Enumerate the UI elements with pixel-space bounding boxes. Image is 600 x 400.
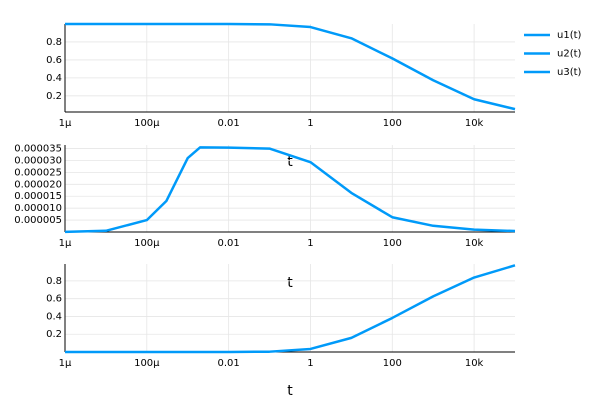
legend-label: u2(t) xyxy=(557,49,582,60)
x-tick-label: 1 xyxy=(307,118,313,129)
y-tick-label: 0.000010 xyxy=(14,203,62,214)
legend-label: u1(t) xyxy=(557,30,582,41)
x-tick-label: 10k xyxy=(465,358,484,369)
x-tick-label: 1μ xyxy=(59,238,72,249)
x-tick-label: 1 xyxy=(307,238,313,249)
legend-label: u3(t) xyxy=(557,67,582,78)
x-tick-label: 100μ xyxy=(134,358,160,369)
y-tick-label: 0.000025 xyxy=(14,167,62,178)
y-tick-label: 0.000035 xyxy=(14,144,62,155)
x-tick-label: 1μ xyxy=(59,358,72,369)
x-tick-label: 0.01 xyxy=(218,118,240,129)
y-tick-label: 0.2 xyxy=(46,91,62,102)
x-tick-label: 100μ xyxy=(134,238,160,249)
series-line xyxy=(65,22,516,111)
x-tick-label: 100 xyxy=(383,358,402,369)
x-tick-label: 100μ xyxy=(134,118,160,129)
y-tick-label: 0.6 xyxy=(46,294,62,305)
y-tick-label: 0.000020 xyxy=(14,179,62,190)
x-tick-label: 0.01 xyxy=(218,238,240,249)
x-axis-label: t xyxy=(287,383,293,399)
x-axis-label: t xyxy=(287,275,293,291)
y-tick-label: 0.000015 xyxy=(14,191,62,202)
x-tick-label: 0.01 xyxy=(218,358,240,369)
x-tick-label: 1 xyxy=(307,358,313,369)
y-tick-label: 0.8 xyxy=(46,37,62,48)
x-tick-label: 1μ xyxy=(59,118,72,129)
x-tick-label: 10k xyxy=(465,238,484,249)
x-tick-label: 100 xyxy=(383,238,402,249)
series-line xyxy=(64,146,516,234)
y-tick-label: 0.2 xyxy=(46,329,62,340)
x-tick-label: 100 xyxy=(383,118,402,129)
y-tick-label: 0.6 xyxy=(46,55,62,66)
y-tick-label: 0.4 xyxy=(46,73,62,84)
series-line xyxy=(65,264,516,354)
y-tick-label: 0.4 xyxy=(46,311,62,322)
y-tick-label: 0.000030 xyxy=(14,155,62,166)
y-tick-label: 0.8 xyxy=(46,276,62,287)
x-axis-label: t xyxy=(287,154,293,170)
x-tick-label: 10k xyxy=(465,118,484,129)
y-tick-label: 0.000005 xyxy=(14,215,62,226)
